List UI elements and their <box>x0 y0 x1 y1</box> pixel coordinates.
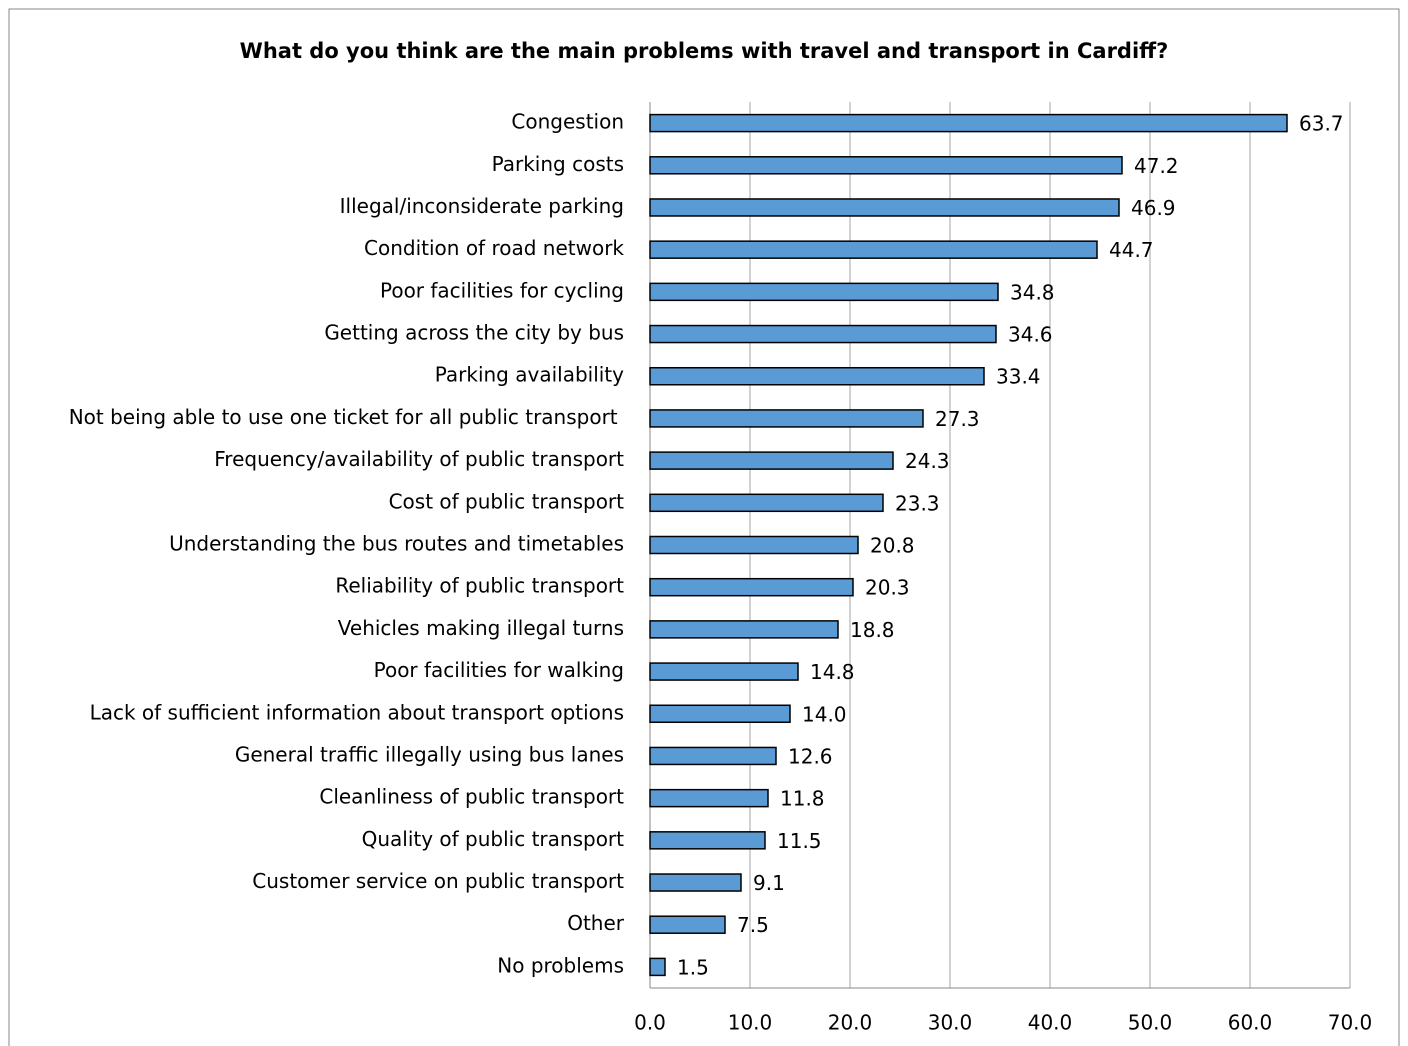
bar <box>649 324 997 344</box>
value-label: 20.8 <box>870 534 915 558</box>
value-label: 44.7 <box>1109 238 1154 262</box>
x-tick-label: 40.0 <box>1028 1011 1073 1035</box>
value-label: 11.5 <box>777 829 822 853</box>
value-label: 1.5 <box>677 955 709 979</box>
y-tick-label: Reliability of public transport <box>335 574 624 598</box>
y-tick-label: Vehicles making illegal turns <box>338 616 624 640</box>
y-tick-label: Lack of sufficient information about tra… <box>90 700 624 724</box>
y-tick-label: Congestion <box>511 110 624 134</box>
bar <box>649 577 854 597</box>
bar <box>649 788 769 808</box>
bar <box>649 113 1288 133</box>
y-tick-label: No problems <box>497 953 624 977</box>
value-label: 14.0 <box>802 702 847 726</box>
bar <box>649 662 799 681</box>
x-tick-label: 30.0 <box>928 1011 973 1035</box>
value-label: 12.6 <box>788 744 833 768</box>
x-tick-label: 50.0 <box>1128 1011 1173 1035</box>
bar <box>649 915 726 934</box>
bar <box>649 493 884 513</box>
y-tick-label: Illegal/inconsiderate parking <box>340 194 624 218</box>
value-label: 47.2 <box>1134 154 1179 178</box>
bar <box>649 746 777 766</box>
y-tick-label: General traffic illegally using bus lane… <box>235 742 624 766</box>
value-label: 34.6 <box>1008 323 1053 347</box>
bar <box>649 451 894 470</box>
y-tick-label: Parking availability <box>435 363 624 387</box>
y-tick-label: Not being able to use one ticket for all… <box>69 405 624 429</box>
y-tick-label: Other <box>567 911 625 935</box>
value-label: 7.5 <box>737 913 769 937</box>
y-tick-label: Poor facilities for cycling <box>380 278 624 302</box>
x-tick-label: 20.0 <box>828 1011 873 1035</box>
value-label: 20.3 <box>865 576 910 600</box>
y-tick-label: Cost of public transport <box>389 489 625 513</box>
value-label: 9.1 <box>753 871 785 895</box>
bar <box>649 957 666 977</box>
value-label: 11.8 <box>780 787 825 811</box>
x-tick-label: 10.0 <box>728 1011 773 1035</box>
value-label: 23.3 <box>895 491 940 515</box>
y-tick-label: Understanding the bus routes and timetab… <box>169 532 624 556</box>
bar <box>649 704 791 724</box>
x-tick-label: 60.0 <box>1228 1011 1273 1035</box>
bar <box>649 156 1123 175</box>
value-label: 14.8 <box>810 660 855 684</box>
y-tick-label: Cleanliness of public transport <box>319 785 624 809</box>
value-label: 46.9 <box>1131 196 1176 220</box>
bar <box>649 282 999 302</box>
value-label: 33.4 <box>996 365 1041 389</box>
bar <box>649 873 742 892</box>
bar <box>649 409 924 428</box>
y-tick-label: Poor facilities for walking <box>374 658 624 682</box>
x-tick-label: 0.0 <box>634 1011 666 1035</box>
value-label: 63.7 <box>1299 112 1344 136</box>
y-tick-label: Condition of road network <box>364 236 624 260</box>
bar <box>649 240 1098 259</box>
x-tick-label: 70.0 <box>1328 1011 1373 1035</box>
chart-frame <box>8 8 1400 1046</box>
value-label: 24.3 <box>905 449 950 473</box>
bar <box>649 366 985 386</box>
y-tick-label: Getting across the city by bus <box>324 321 624 345</box>
y-tick-label: Quality of public transport <box>362 827 625 851</box>
value-label: 18.8 <box>850 618 895 642</box>
bar <box>649 620 839 639</box>
bar <box>649 198 1120 217</box>
bar <box>649 831 766 850</box>
value-label: 27.3 <box>935 407 980 431</box>
y-tick-label: Frequency/availability of public transpo… <box>214 447 624 471</box>
chart-title: What do you think are the main problems … <box>240 39 1169 63</box>
y-tick-label: Customer service on public transport <box>252 869 624 893</box>
bar <box>649 535 859 555</box>
value-label: 34.8 <box>1010 280 1055 304</box>
y-tick-label: Parking costs <box>492 152 624 176</box>
